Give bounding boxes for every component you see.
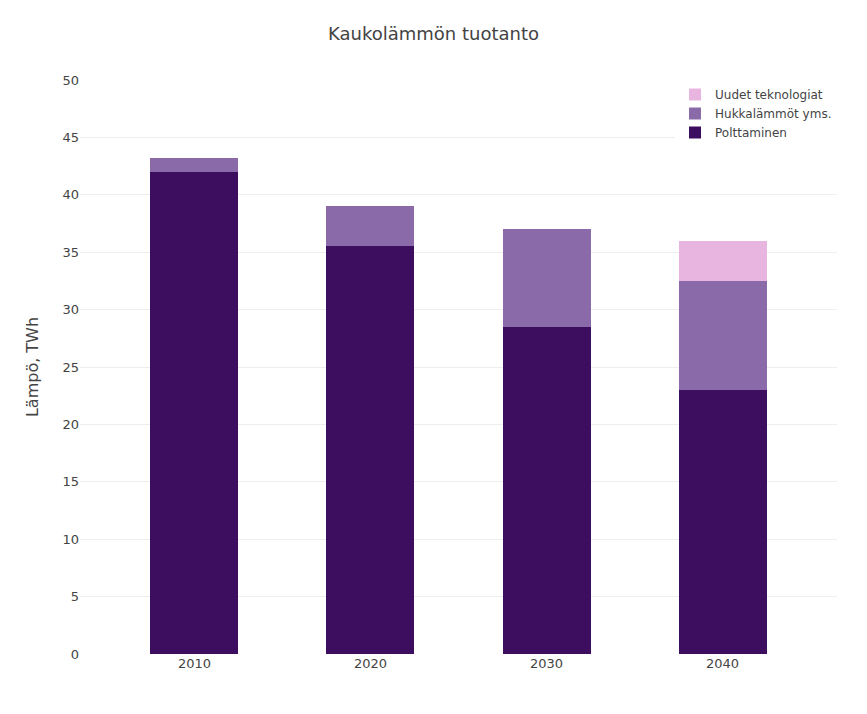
svg-text:Hukkalämmöt yms.: Hukkalämmöt yms. (715, 107, 831, 121)
svg-text:15: 15 (62, 474, 79, 489)
svg-text:0: 0 (71, 647, 79, 662)
svg-text:Kaukolämmön tuotanto: Kaukolämmön tuotanto (328, 23, 539, 44)
svg-text:Lämpö, TWh: Lämpö, TWh (23, 317, 42, 417)
svg-text:2040: 2040 (706, 656, 739, 671)
svg-text:20: 20 (62, 417, 79, 432)
svg-text:Uudet teknologiat: Uudet teknologiat (715, 88, 823, 102)
svg-text:40: 40 (62, 187, 79, 202)
svg-text:30: 30 (62, 302, 79, 317)
svg-text:2010: 2010 (178, 656, 211, 671)
svg-text:10: 10 (62, 532, 79, 547)
svg-text:5: 5 (71, 589, 79, 604)
svg-text:Polttaminen: Polttaminen (715, 126, 787, 140)
svg-text:2030: 2030 (530, 656, 563, 671)
svg-text:2020: 2020 (354, 656, 387, 671)
svg-text:45: 45 (62, 130, 79, 145)
svg-text:35: 35 (62, 245, 79, 260)
svg-text:50: 50 (62, 73, 79, 88)
svg-text:25: 25 (62, 360, 79, 375)
